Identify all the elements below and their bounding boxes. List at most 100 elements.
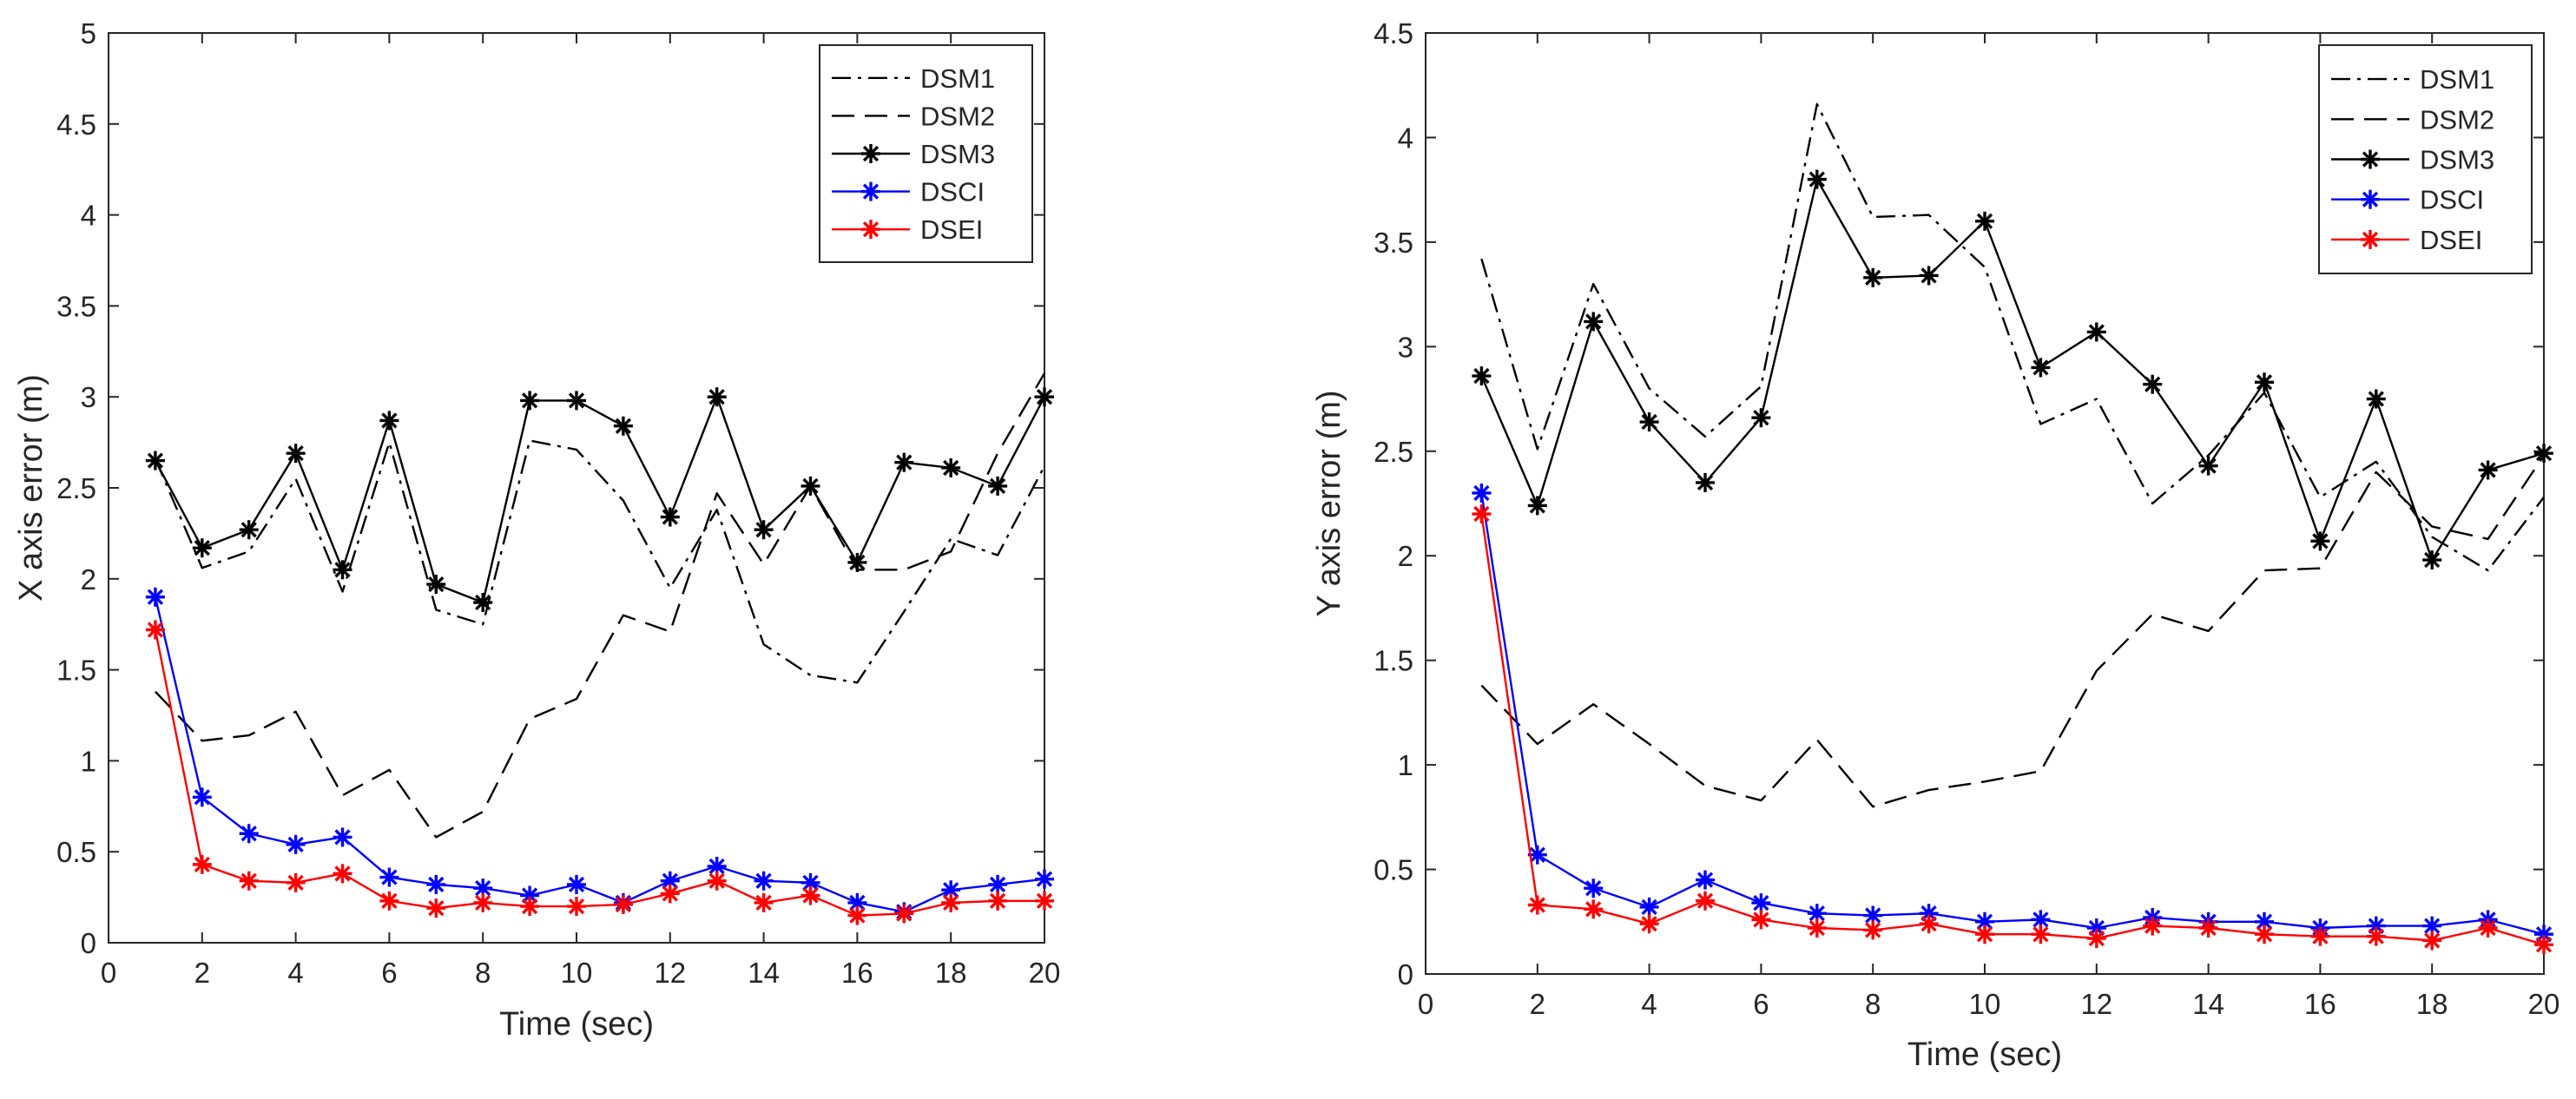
marker-stroke xyxy=(2088,930,2105,947)
data-point xyxy=(2366,389,2386,409)
data-point xyxy=(286,444,306,464)
data-point xyxy=(1035,891,1054,911)
data-point xyxy=(613,416,633,436)
x-tick-label: 18 xyxy=(935,957,967,989)
x-tick-label: 6 xyxy=(1753,988,1769,1020)
marker-stroke xyxy=(2200,457,2217,474)
marker-stroke xyxy=(662,872,678,889)
data-point xyxy=(2478,918,2498,938)
marker-stroke xyxy=(802,887,819,904)
series-dsci xyxy=(145,587,1054,922)
marker-stroke xyxy=(381,412,398,429)
y-tick-label: 1 xyxy=(81,745,96,777)
marker-stroke xyxy=(521,392,538,409)
marker-stroke xyxy=(943,882,959,898)
marker-stroke xyxy=(2144,918,2161,934)
marker-stroke xyxy=(1976,913,1993,930)
marker-stroke xyxy=(2032,926,2049,943)
data-point xyxy=(379,411,399,431)
legend-item: DSEI xyxy=(832,214,983,245)
marker-stroke xyxy=(1865,269,1881,286)
marker-stroke xyxy=(240,872,257,889)
data-point xyxy=(800,885,820,905)
y-tick-label: 0 xyxy=(81,927,96,959)
data-point xyxy=(754,520,774,540)
marker-stroke xyxy=(2256,913,2273,930)
marker-stroke xyxy=(755,894,772,911)
legend-label: DSM2 xyxy=(2420,104,2494,135)
marker-stroke xyxy=(1473,367,1490,385)
marker-stroke xyxy=(334,865,351,882)
legend-marker xyxy=(2361,149,2380,169)
y-axis-label: Y axis error (m) xyxy=(1311,390,1347,616)
y-tick-label: 0.5 xyxy=(1374,854,1413,886)
data-point xyxy=(800,476,820,496)
y-tick-label: 2 xyxy=(1398,540,1413,572)
marker-stroke xyxy=(615,896,632,913)
data-point xyxy=(1696,472,1715,492)
legend: DSM1 DSM2 DSM3 DSCI DSEI xyxy=(2318,44,2533,274)
marker-stroke xyxy=(1696,892,1714,909)
data-point xyxy=(333,864,352,884)
x-tick-label: 10 xyxy=(561,957,593,989)
series-line xyxy=(154,439,1046,684)
data-point xyxy=(941,457,961,477)
marker-stroke xyxy=(2368,391,2384,407)
marker-stroke xyxy=(521,898,538,915)
y-tick-label: 4 xyxy=(1398,122,1413,154)
data-point xyxy=(2031,925,2051,944)
marker-stroke xyxy=(2535,445,2553,462)
data-point xyxy=(2534,444,2553,464)
series-dsei xyxy=(145,620,1054,925)
data-point xyxy=(707,387,727,407)
data-point xyxy=(2366,926,2386,946)
marker-stroke xyxy=(2480,462,2496,478)
series-line xyxy=(1480,513,2545,946)
marker-stroke xyxy=(1920,916,1937,932)
series-line xyxy=(155,372,1046,839)
x-tick-label: 4 xyxy=(1641,988,1657,1020)
data-point xyxy=(1975,925,1994,944)
data-point xyxy=(847,552,867,572)
data-point xyxy=(145,451,165,471)
y-tick-label: 1 xyxy=(1398,749,1413,781)
marker-stroke xyxy=(1473,484,1490,502)
marker-stroke xyxy=(1585,880,1602,897)
series-dsm3 xyxy=(1472,169,2553,570)
marker-stroke xyxy=(708,389,725,405)
marker-stroke xyxy=(755,522,772,538)
series-dsm2 xyxy=(155,372,1046,839)
data-point xyxy=(988,476,1008,496)
legend-marker xyxy=(861,144,880,163)
data-point xyxy=(754,871,774,891)
marker-stroke xyxy=(147,452,164,469)
legend-label: DSM2 xyxy=(920,101,995,131)
chart-2: 0 2 4 6 8 10 12 14 16 18 20 0 0.5 1 1.5 2 2.5 3 3.5 4 4.5 Tim… xyxy=(1311,17,2560,1073)
data-point xyxy=(941,892,961,912)
y-tick-label: 1.5 xyxy=(56,655,96,687)
marker-stroke xyxy=(862,221,880,238)
legend: DSM1 DSM2 DSM3 DSCI DSEI xyxy=(819,44,1033,263)
marker-stroke xyxy=(334,829,351,846)
data-point xyxy=(1035,869,1054,889)
legend-label: DSM3 xyxy=(2420,145,2494,175)
marker-stroke xyxy=(2480,919,2496,937)
data-point xyxy=(567,874,586,894)
data-point xyxy=(473,593,493,613)
series-line xyxy=(1480,492,2545,936)
x-tick-label: 2 xyxy=(1530,988,1545,1020)
marker-stroke xyxy=(1585,313,1602,330)
data-point xyxy=(1919,914,1939,934)
marker-stroke xyxy=(1753,894,1769,911)
marker-stroke xyxy=(989,876,1006,893)
data-point xyxy=(2478,460,2498,480)
series-dsm2 xyxy=(1480,454,2545,808)
y-tick-label: 2.5 xyxy=(56,472,96,504)
data-point xyxy=(1472,483,1492,503)
legend-item: DSEI xyxy=(2331,225,2482,255)
data-point xyxy=(2198,456,2218,476)
marker-stroke xyxy=(1585,901,1602,918)
marker-stroke xyxy=(568,392,585,409)
data-point xyxy=(1751,893,1771,913)
